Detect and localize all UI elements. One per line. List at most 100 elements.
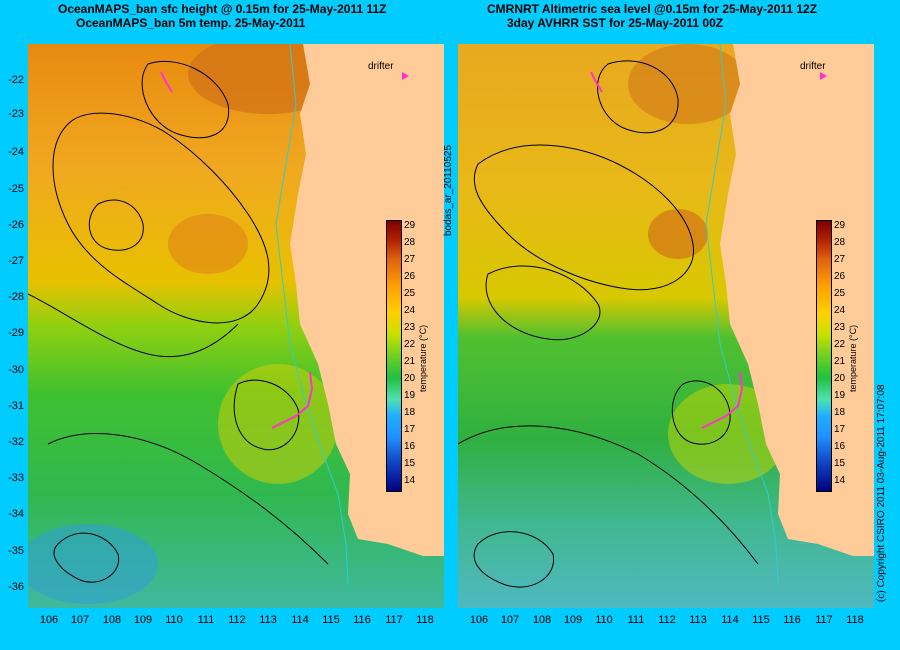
right-colorbar (816, 220, 832, 492)
drifter-track (160, 71, 173, 93)
latitude-label: -27 (8, 255, 24, 267)
drifter-arrow-icon (820, 72, 827, 80)
colorbar-tick: 18 (834, 407, 846, 418)
right-colorbar-label: temperature (°C) (848, 324, 858, 392)
drifter-track (590, 71, 603, 93)
latitude-label: -22 (8, 74, 24, 86)
colorbar-tick: 16 (404, 441, 416, 452)
colorbar-tick: 20 (404, 373, 416, 384)
colorbar-tick: 15 (834, 458, 846, 469)
latitude-label: -28 (8, 291, 24, 303)
contour-line (52, 112, 270, 324)
right-title-line2: 3day AVHRR SST for 25-May-2011 00Z (507, 16, 724, 30)
left-colorbar-label: temperature (°C) (418, 324, 428, 392)
contour-line (485, 265, 601, 341)
drifter-arrow-icon (402, 72, 409, 80)
left-title-line1: OceanMAPS_ban sfc height @ 0.15m for 25-… (58, 2, 387, 16)
longitude-label: 112 (658, 614, 676, 626)
latitude-label: -32 (8, 436, 24, 448)
longitude-label: 110 (165, 614, 183, 626)
longitude-label: 108 (532, 614, 552, 626)
colorbar-tick: 28 (404, 237, 416, 248)
latitude-label: -24 (8, 146, 24, 158)
longitude-label: 106 (39, 614, 59, 626)
longitude-label: 111 (627, 614, 645, 626)
longitude-label: 106 (469, 614, 489, 626)
colorbar-tick: 17 (834, 424, 846, 435)
contour-line (88, 199, 144, 251)
coastal-isobath (705, 44, 779, 585)
contour-line (233, 379, 300, 451)
right-map (458, 44, 874, 608)
right-title-line1: CMRNRT Altimetric sea level @0.15m for 2… (487, 2, 818, 16)
latitude-label: -31 (8, 400, 24, 412)
latitude-label: -36 (8, 581, 24, 593)
latitude-label: -25 (8, 183, 24, 195)
longitude-label: 117 (815, 614, 833, 626)
longitude-label: 115 (322, 614, 340, 626)
copyright-label: (c) Copyright CSIRO 2011 03-Aug-2011 17:… (876, 384, 887, 602)
colorbar-tick: 14 (834, 475, 846, 486)
contour-line (141, 60, 230, 139)
longitude-label: 107 (500, 614, 520, 626)
contour-line (671, 380, 731, 445)
longitude-label: 115 (752, 614, 770, 626)
longitude-label: 107 (70, 614, 90, 626)
colorbar-tick: 21 (834, 356, 846, 367)
colorbar-tick: 27 (834, 254, 846, 265)
coastal-isobath (275, 44, 349, 585)
left-map (28, 44, 444, 608)
colorbar-tick: 19 (404, 390, 416, 401)
longitude-label: 113 (259, 614, 277, 626)
longitude-label: 113 (689, 614, 707, 626)
contour-line (473, 144, 695, 291)
colorbar-tick: 24 (834, 305, 846, 316)
longitude-label: 108 (102, 614, 122, 626)
colorbar-tick: 24 (404, 305, 416, 316)
latitude-label: -34 (8, 508, 24, 520)
colorbar-tick: 22 (834, 339, 846, 350)
contour-line (597, 60, 679, 134)
longitude-label: 116 (353, 614, 371, 626)
colorbar-tick: 17 (404, 424, 416, 435)
longitude-label: 109 (133, 614, 153, 626)
latitude-label: -26 (8, 219, 24, 231)
latitude-label: -23 (8, 108, 24, 120)
contour-line (53, 532, 120, 583)
left-drifter-legend-label: drifter (368, 61, 394, 72)
longitude-label: 118 (416, 614, 434, 626)
longitude-label: 116 (783, 614, 801, 626)
left-colorbar (386, 220, 402, 492)
contour-line (47, 433, 329, 565)
colorbar-tick: 26 (834, 271, 846, 282)
colorbar-tick: 25 (404, 288, 416, 299)
colorbar-tick: 19 (834, 390, 846, 401)
colorbar-tick: 16 (834, 441, 846, 452)
latitude-label: -35 (8, 545, 24, 557)
longitude-label: 111 (197, 614, 215, 626)
longitude-label: 114 (721, 614, 739, 626)
longitude-label: 117 (385, 614, 403, 626)
dataset-id-label: bodas_ar_20110525 (443, 144, 454, 236)
colorbar-tick: 22 (404, 339, 416, 350)
contour-line (458, 425, 759, 565)
contour-line (473, 531, 554, 588)
longitude-label: 118 (846, 614, 864, 626)
colorbar-tick: 27 (404, 254, 416, 265)
colorbar-tick: 29 (834, 220, 846, 231)
colorbar-tick: 18 (404, 407, 416, 418)
land-australia (720, 44, 874, 556)
contour-line (28, 293, 239, 358)
left-title-line2: OceanMAPS_ban 5m temp. 25-May-2011 (76, 16, 306, 30)
colorbar-tick: 26 (404, 271, 416, 282)
longitude-label: 110 (595, 614, 613, 626)
drifter-track (271, 371, 314, 429)
longitude-label: 109 (563, 614, 583, 626)
colorbar-tick: 28 (834, 237, 846, 248)
colorbar-tick: 14 (404, 475, 416, 486)
drifter-track (701, 371, 744, 429)
colorbar-tick: 25 (834, 288, 846, 299)
longitude-label: 112 (228, 614, 246, 626)
latitude-label: -29 (8, 327, 24, 339)
latitude-label: -33 (8, 472, 24, 484)
